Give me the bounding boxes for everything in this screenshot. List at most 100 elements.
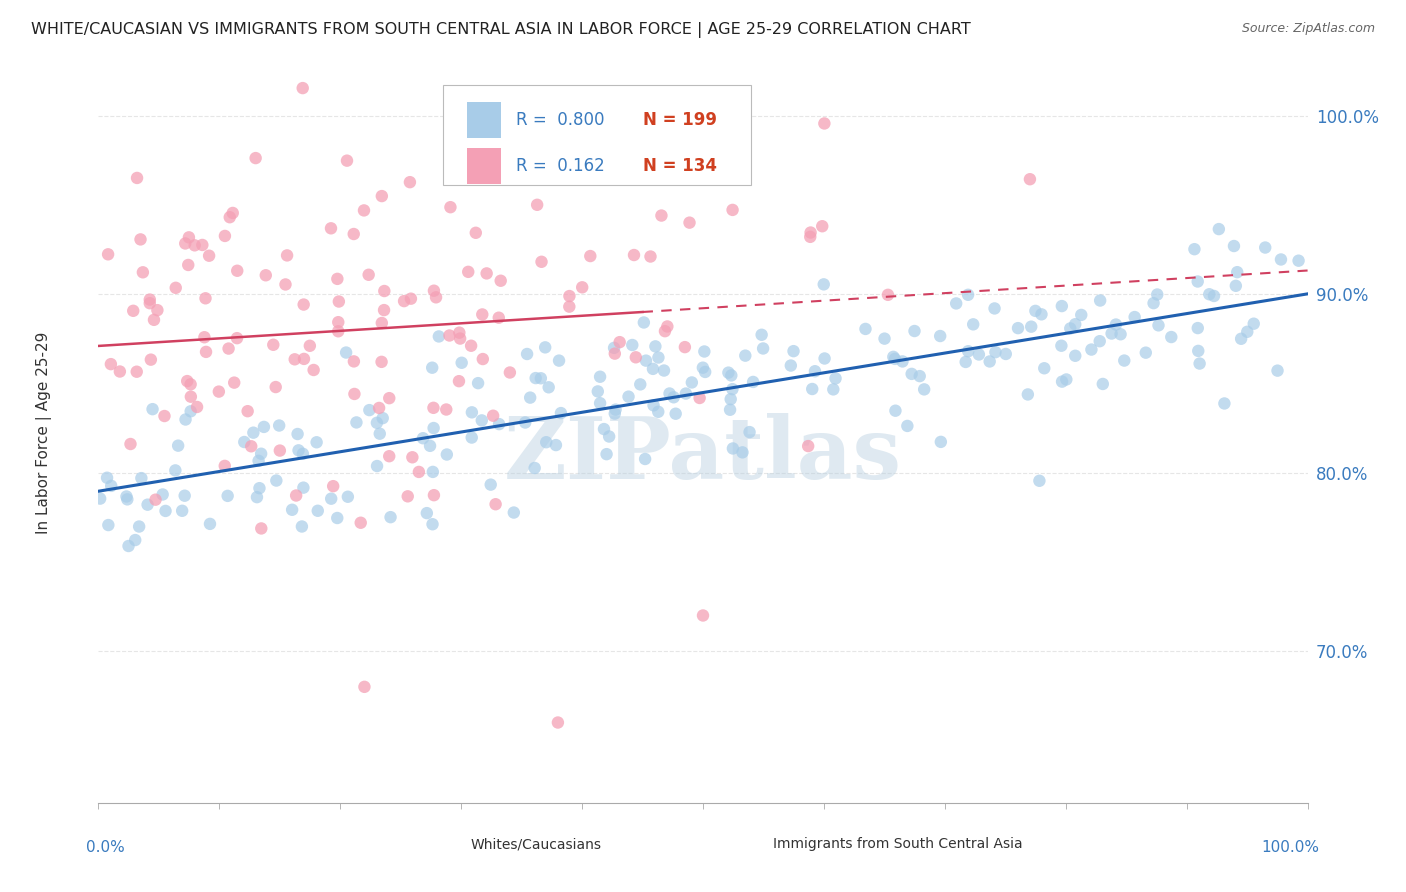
Point [276,248,298,262]
Point [609,335,631,350]
Point [1202,289,1225,303]
Point [718,402,741,417]
Point [558,289,581,303]
Point [1033,361,1056,376]
Point [177,258,200,272]
Point [929,329,952,343]
Text: Source: ZipAtlas.com: Source: ZipAtlas.com [1241,22,1375,36]
Point [96,471,118,485]
Point [479,477,502,491]
Text: In Labor Force | Age 25-29: In Labor Force | Age 25-29 [37,332,52,533]
Point [957,287,980,301]
Point [328,324,350,338]
Point [412,431,434,445]
Point [449,332,471,346]
Point [218,211,240,225]
Point [1267,364,1289,378]
Point [654,324,676,338]
Point [644,339,666,353]
Point [193,330,215,344]
Point [1105,318,1128,332]
Point [461,405,484,419]
Point [634,353,657,368]
Point [962,318,984,332]
Point [752,342,775,356]
Point [782,344,804,359]
Point [250,521,273,535]
Point [1270,252,1292,267]
Point [547,715,569,730]
Point [450,356,472,370]
Point [326,272,349,286]
Point [368,401,391,415]
Point [884,351,907,366]
Point [195,344,218,359]
Point [628,377,651,392]
Point [378,391,401,405]
Point [1019,319,1042,334]
Point [519,391,541,405]
Point [155,504,177,518]
Point [464,226,486,240]
Point [502,506,524,520]
Text: N = 199: N = 199 [643,112,717,129]
Point [222,206,245,220]
Point [731,445,754,459]
Point [1188,357,1211,371]
Text: N = 134: N = 134 [643,157,717,175]
Point [526,198,548,212]
Point [475,267,498,281]
Point [1142,296,1164,310]
Point [548,353,571,368]
Point [343,387,366,401]
Point [285,488,308,502]
Point [328,294,350,309]
Point [598,429,620,443]
Point [336,490,359,504]
Point [488,310,510,325]
Point [174,236,197,251]
Point [371,411,394,425]
Point [194,291,217,305]
Point [530,254,553,268]
Point [1019,172,1042,186]
Point [117,492,139,507]
Point [97,247,120,261]
Point [1050,299,1073,313]
Point [1226,265,1249,279]
Point [357,268,380,282]
Point [692,608,714,623]
Point [633,316,655,330]
Point [120,437,142,451]
Point [955,355,977,369]
Point [1288,253,1310,268]
Point [534,340,557,354]
Point [855,322,877,336]
Point [108,364,131,378]
Point [586,384,609,399]
Point [346,416,368,430]
Point [524,371,547,385]
Point [191,238,214,252]
Point [640,250,662,264]
Point [1146,287,1168,301]
Point [1184,242,1206,256]
Point [558,300,581,314]
Point [122,303,145,318]
Point [322,479,344,493]
Point [689,391,711,405]
Point [751,327,773,342]
Point [165,281,187,295]
Point [427,329,450,343]
Point [250,447,273,461]
Point [550,406,572,420]
Point [373,303,395,318]
Point [247,454,270,468]
Point [366,458,388,473]
Point [811,219,834,234]
Point [1225,278,1247,293]
Point [128,519,150,533]
Point [233,435,256,450]
Point [307,504,329,518]
FancyBboxPatch shape [467,148,501,184]
